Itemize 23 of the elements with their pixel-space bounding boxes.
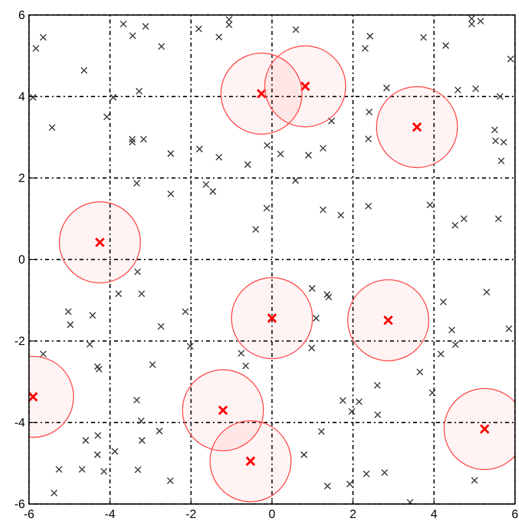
y-tick-label: 2: [18, 171, 26, 185]
x-tick-label: 0: [268, 507, 276, 521]
point: [412, 122, 422, 132]
point: [480, 424, 490, 434]
x-tick-label: 4: [430, 507, 438, 521]
y-tick-label: -2: [14, 334, 26, 348]
x-tick-label: -2: [186, 507, 197, 521]
point: [266, 313, 278, 324]
y-tick-label: 4: [18, 90, 26, 104]
y-tick-label: -6: [14, 497, 26, 511]
point: [29, 392, 38, 402]
x-tick-label: 6: [512, 507, 519, 521]
y-tick-label: 0: [18, 252, 26, 266]
point: [245, 456, 256, 466]
y-tick-label: -4: [14, 416, 26, 430]
point: [218, 405, 228, 416]
x-tick-label: -4: [104, 507, 116, 521]
x-tick-label: 2: [350, 507, 357, 521]
point: [300, 81, 310, 92]
y-tick-label: 6: [18, 8, 26, 22]
point: [94, 237, 105, 248]
point: [256, 88, 267, 99]
point: [383, 315, 394, 326]
